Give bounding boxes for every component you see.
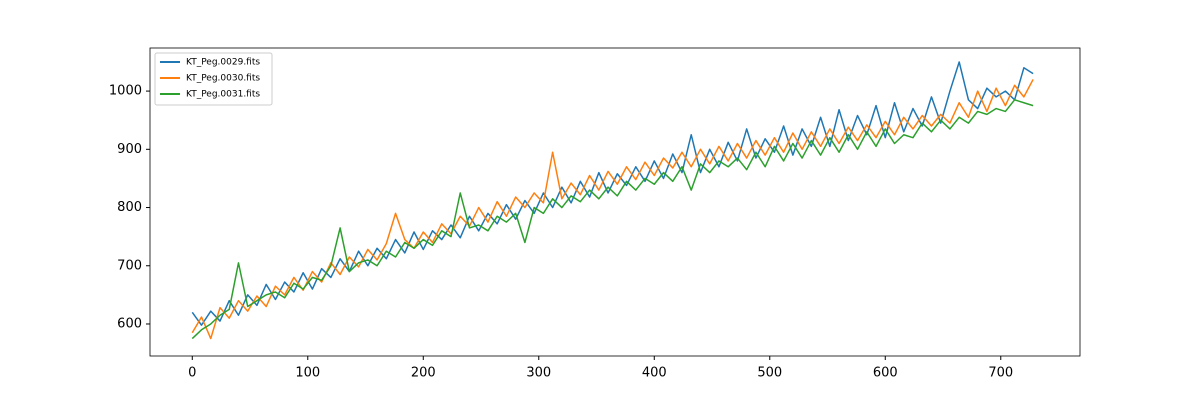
legend-label: KT_Peg.0031.fits (186, 90, 260, 100)
x-tick-label: 700 (988, 366, 1013, 381)
x-tick-label: 600 (873, 366, 898, 381)
y-tick-label: 700 (117, 258, 142, 273)
series-line (191, 61, 1034, 326)
y-tick-label: 1000 (109, 84, 142, 99)
x-tick-label: 0 (188, 366, 196, 381)
x-tick-label: 400 (642, 366, 667, 381)
x-tick-label: 100 (295, 366, 320, 381)
y-tick-label: 800 (117, 200, 142, 215)
legend-label: KT_Peg.0029.fits (186, 58, 260, 68)
legend-label: KT_Peg.0030.fits (186, 74, 260, 84)
x-tick-label: 200 (411, 366, 436, 381)
x-tick-label: 300 (526, 366, 551, 381)
x-tick-label: 500 (757, 366, 782, 381)
series-line (191, 79, 1034, 340)
y-tick-label: 600 (117, 316, 142, 331)
series-line (191, 99, 1034, 340)
y-tick-label: 900 (117, 142, 142, 157)
plot-frame (149, 47, 1081, 357)
legend-box (154, 52, 273, 106)
